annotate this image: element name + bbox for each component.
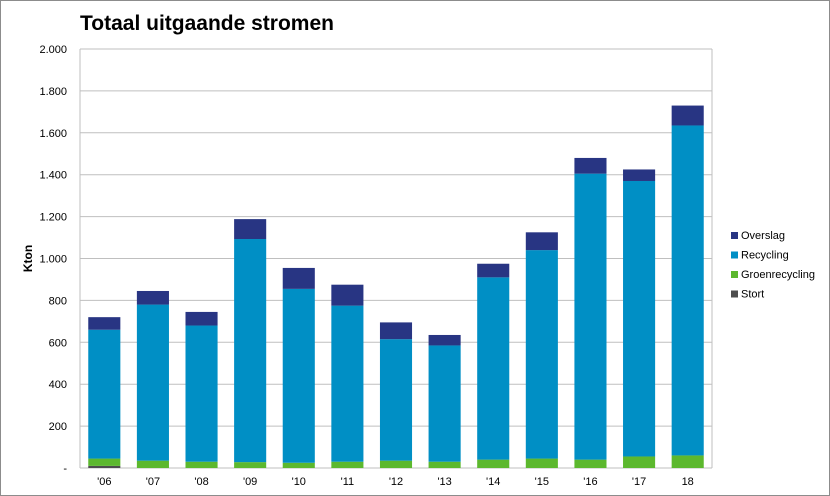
chart-title: Totaal uitgaande stromen <box>80 12 334 35</box>
grid-lines <box>79 48 713 469</box>
y-tick-label: 800 <box>49 295 67 307</box>
bar-segment-recycling <box>379 339 413 461</box>
legend-item-overslag: Overslag <box>731 230 785 242</box>
bar-segment-recycling <box>477 277 510 460</box>
x-tick-label: '13 <box>437 476 451 488</box>
y-tick-label: 1.000 <box>39 254 67 266</box>
x-tick-label: 18 <box>682 476 694 488</box>
bar-segment-overslag <box>88 317 121 330</box>
x-tick-label: '16 <box>583 476 597 488</box>
x-tick-label: '07 <box>146 476 160 488</box>
bar-segment-recycling <box>428 345 461 462</box>
y-tick-label: - <box>63 463 67 475</box>
y-tick-label: 600 <box>49 337 67 349</box>
bar-segment-recycling <box>185 325 218 462</box>
bar-segment-groenrecycling <box>88 458 121 466</box>
bar-segment-overslag <box>282 267 315 289</box>
bar-segment-overslag <box>136 290 169 305</box>
legend-swatch <box>731 290 738 298</box>
legend-label: Stort <box>741 289 764 301</box>
bar-segment-groenrecycling <box>671 455 704 468</box>
bar-segment-overslag <box>379 322 413 340</box>
y-axis-ticks: - 200 400 600 800 1.000 1.200 1.400 1.600 1.800 2.… <box>39 44 67 475</box>
y-tick-label: 400 <box>49 379 67 391</box>
legend-swatch <box>731 251 738 259</box>
bar-segment-groenrecycling <box>234 462 267 468</box>
x-tick-label: '11 <box>341 476 355 488</box>
bar-segment-overslag <box>331 284 364 306</box>
bar-segment-recycling <box>136 304 169 461</box>
legend-label: Groenrecycling <box>741 269 815 281</box>
bar-segment-stort <box>88 465 121 468</box>
bar-segment-groenrecycling <box>379 460 413 468</box>
bar-segment-recycling <box>331 305 364 462</box>
bar-segment-groenrecycling <box>282 462 315 468</box>
legend-item-groenrecycling: Groenrecycling <box>731 269 815 281</box>
y-tick-label: 1.800 <box>39 86 67 98</box>
legend-swatch <box>731 271 738 278</box>
legend-label: Overslag <box>741 230 785 242</box>
legend-item-recycling: Recycling <box>731 250 789 262</box>
bar-segment-groenrecycling <box>136 460 169 468</box>
legend: Overslag Recycling Groenrecycling Stort <box>731 230 815 301</box>
y-tick-label: 1.400 <box>39 170 67 182</box>
y-tick-label: 1.200 <box>39 212 67 224</box>
x-tick-label: '10 <box>292 476 306 488</box>
x-tick-label: '14 <box>486 476 500 488</box>
bar-segment-overslag <box>525 232 558 251</box>
bar-segment-groenrecycling <box>623 456 656 468</box>
bar-segment-recycling <box>282 288 315 463</box>
bar-segment-overslag <box>623 169 656 181</box>
x-tick-label: '06 <box>97 476 111 488</box>
y-tick-label: 2.000 <box>39 44 67 56</box>
bar-segment-recycling <box>623 180 656 457</box>
bar-segment-groenrecycling <box>428 461 461 468</box>
legend-label: Recycling <box>741 250 789 262</box>
bar-segment-groenrecycling <box>185 461 218 468</box>
bar-segment-overslag <box>428 334 461 346</box>
x-tick-label: '09 <box>243 476 257 488</box>
y-tick-label: 200 <box>49 421 67 433</box>
legend-swatch <box>731 232 738 239</box>
bar-segment-groenrecycling <box>331 461 364 468</box>
x-tick-label: '15 <box>535 476 549 488</box>
x-tick-label: '08 <box>194 476 208 488</box>
y-tick-label: 1.600 <box>39 128 67 140</box>
x-tick-label: '12 <box>389 476 403 488</box>
bar-segment-overslag <box>185 311 218 326</box>
bar-segment-overslag <box>477 263 510 278</box>
bar-segment-recycling <box>88 329 121 459</box>
bar-segment-recycling <box>574 173 607 460</box>
bar-segment-groenrecycling <box>574 459 607 468</box>
legend-item-stort: Stort <box>731 289 764 301</box>
x-axis-ticks: '06 '07 '08 '09 '10 '11 '12 '13 '14 '15 '16 '17 18 <box>97 476 694 488</box>
bar-segment-overslag <box>234 219 267 240</box>
bar-segment-groenrecycling <box>477 459 510 468</box>
bar-segment-recycling <box>525 250 558 459</box>
bar-segment-overslag <box>671 105 704 126</box>
bar-segment-recycling <box>671 125 704 456</box>
bars <box>88 105 704 468</box>
x-tick-label: '17 <box>632 476 646 488</box>
y-axis-label: Kton <box>21 245 35 272</box>
bar-segment-recycling <box>234 239 267 463</box>
bar-segment-groenrecycling <box>525 458 558 468</box>
bar-segment-overslag <box>574 157 607 174</box>
